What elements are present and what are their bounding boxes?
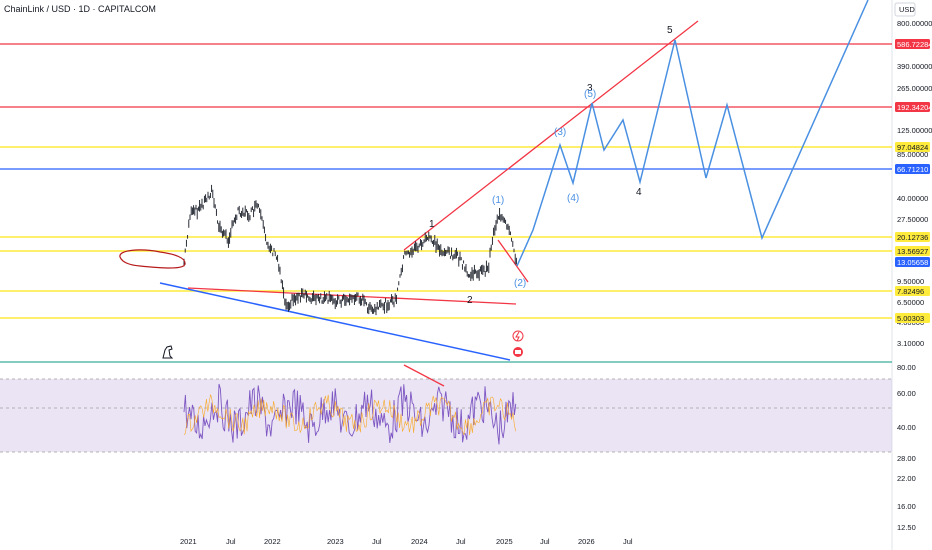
x-tick: 2023 — [327, 537, 344, 546]
dinosaur-icon — [162, 345, 174, 359]
y-tick: 9.50000 — [897, 277, 924, 286]
x-tick: 2022 — [264, 537, 281, 546]
currency-label: USD — [894, 2, 916, 17]
wave-label-p4: (4) — [567, 193, 579, 204]
svg-text:13.56927: 13.56927 — [897, 247, 928, 256]
red-upper-trendline[interactable] — [403, 20, 699, 251]
y-tick: 85.00000 — [897, 150, 928, 159]
price-tag[interactable]: 13.56927 — [895, 246, 930, 256]
event-lightning-icon[interactable] — [512, 330, 524, 342]
y-axis[interactable]: 800.00000 390.00000 265.00000 125.00000 … — [897, 19, 932, 348]
price-tag[interactable]: 66.71210 — [895, 164, 930, 174]
price-tag[interactable]: 5.00303 — [895, 313, 930, 323]
svg-text:5.00303: 5.00303 — [897, 314, 924, 323]
wave-label-p1: (1) — [492, 195, 504, 206]
svg-text:13.05658: 13.05658 — [897, 258, 928, 267]
price-tag[interactable]: 13.05658 — [895, 257, 930, 267]
projected-wave-path[interactable] — [516, 0, 869, 267]
chart-title: ChainLink / USD · 1D · CAPITALCOM — [4, 4, 156, 14]
x-tick: 2021 — [180, 537, 197, 546]
svg-text:20.12736: 20.12736 — [897, 233, 928, 242]
wave-label-p5: (5) — [584, 89, 596, 100]
price-tag[interactable]: 586.72284 — [895, 39, 932, 49]
svg-text:97.04824: 97.04824 — [897, 143, 928, 152]
x-tick: Jul — [623, 537, 633, 546]
rsi-divergence-line[interactable] — [403, 364, 445, 387]
wave-label-3: 3 — [587, 83, 593, 94]
y-tick: 40.00000 — [897, 194, 928, 203]
x-tick: 2024 — [411, 537, 428, 546]
wave-label-p2: (2) — [514, 278, 526, 289]
svg-text:192.34204: 192.34204 — [897, 103, 932, 112]
y-tick: 6.50000 — [897, 298, 924, 307]
y-tick: 3.10000 — [897, 339, 924, 348]
price-tags[interactable]: 586.72284 192.34204 97.04824 66.71210 20.127… — [895, 39, 932, 323]
rsi-tick: 16.00 — [897, 502, 916, 511]
highlight-ellipse[interactable] — [119, 249, 186, 269]
x-tick: Jul — [226, 537, 236, 546]
wave-label-2: 2 — [467, 295, 473, 306]
x-axis[interactable]: 2021 Jul 2022 2023 Jul 2024 Jul 2025 Jul… — [180, 537, 633, 546]
x-tick: Jul — [540, 537, 550, 546]
rsi-tick: 40.00 — [897, 423, 916, 432]
price-tag[interactable]: 20.12736 — [895, 232, 930, 242]
rsi-tick: 12.50 — [897, 523, 916, 532]
x-tick: Jul — [456, 537, 466, 546]
wave-label-p3: (3) — [554, 127, 566, 138]
x-tick: 2025 — [496, 537, 513, 546]
red-correction-line[interactable] — [497, 239, 529, 283]
x-tick: Jul — [372, 537, 382, 546]
price-tag[interactable]: 192.34204 — [895, 102, 932, 112]
rsi-tick: 22.00 — [897, 474, 916, 483]
wave-label-5: 5 — [667, 25, 673, 36]
blue-support-trendline[interactable] — [159, 282, 511, 361]
svg-text:USD: USD — [899, 5, 915, 14]
rsi-axis[interactable]: 80.00 60.00 40.00 28.00 22.00 16.00 12.5… — [897, 363, 916, 532]
rsi-tick: 60.00 — [897, 389, 916, 398]
event-flag-icon[interactable] — [513, 347, 523, 357]
rsi-band — [0, 379, 892, 452]
wave-label-4: 4 — [636, 187, 642, 198]
y-tick: 265.00000 — [897, 84, 932, 93]
price-candles — [183, 184, 517, 316]
horizontal-levels[interactable] — [0, 43, 892, 319]
svg-text:7.82496: 7.82496 — [897, 287, 924, 296]
y-tick: 27.50000 — [897, 215, 928, 224]
rsi-line — [183, 383, 517, 445]
wave-label-1: 1 — [429, 219, 435, 230]
x-tick: 2026 — [578, 537, 595, 546]
y-tick: 390.00000 — [897, 62, 932, 71]
y-tick: 125.00000 — [897, 126, 932, 135]
rsi-series — [183, 383, 517, 445]
price-tag[interactable]: 97.04824 — [895, 142, 930, 152]
wave-labels: 1 2 3 4 5 (1) (2) (3) (4) (5) — [429, 25, 673, 306]
rsi-tick: 80.00 — [897, 363, 916, 372]
price-tag[interactable]: 7.82496 — [895, 286, 930, 296]
svg-text:66.71210: 66.71210 — [897, 165, 928, 174]
rsi-signal-series — [183, 394, 517, 436]
rsi-tick: 28.00 — [897, 454, 916, 463]
svg-text:586.72284: 586.72284 — [897, 40, 932, 49]
y-tick: 800.00000 — [897, 19, 932, 28]
